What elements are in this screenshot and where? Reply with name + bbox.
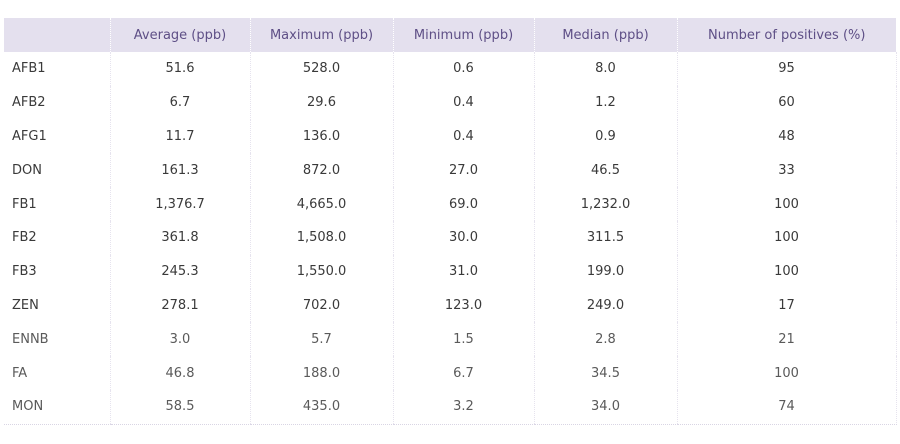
- table-row: AFB1 51.6 528.0 0.6 8.0 95: [4, 52, 897, 86]
- maximum-cell: 4,665.0: [249, 187, 393, 221]
- minimum-cell: 27.0: [392, 153, 534, 188]
- positives-cell: 100: [676, 254, 897, 289]
- row-label: ZEN: [12, 297, 39, 313]
- row-label: FB1: [12, 196, 37, 212]
- minimum-cell: 0.6: [392, 52, 534, 86]
- average-cell: 11.7: [109, 119, 250, 154]
- average-cell: 361.8: [109, 220, 250, 255]
- minimum-cell: 0.4: [392, 119, 534, 154]
- median-cell: 311.5: [533, 220, 677, 255]
- header-row: Average (ppb) Maximum (ppb) Minimum (ppb…: [4, 18, 896, 52]
- minimum-cell: 3.2: [392, 389, 534, 425]
- median-cell: 249.0: [533, 288, 677, 323]
- mycotoxin-table: Average (ppb) Maximum (ppb) Minimum (ppb…: [4, 18, 897, 425]
- minimum-cell: 1.5: [392, 322, 534, 357]
- row-label: ENNB: [12, 331, 49, 347]
- median-cell: 34.5: [533, 356, 677, 390]
- minimum-cell: 30.0: [392, 220, 534, 255]
- median-cell: 34.0: [533, 389, 677, 425]
- positives-cell: 21: [676, 322, 897, 357]
- header-minimum: Minimum (ppb): [392, 18, 534, 52]
- table-row: FB1 1,376.7 4,665.0 69.0 1,232.0 100: [4, 187, 897, 221]
- row-label: FB2: [12, 230, 37, 246]
- maximum-cell: 1,508.0: [249, 220, 393, 255]
- header-positives: Number of positives (%): [676, 18, 896, 52]
- average-cell: 3.0: [109, 322, 250, 357]
- minimum-cell: 31.0: [392, 254, 534, 289]
- positives-cell: 100: [676, 220, 897, 255]
- median-cell: 199.0: [533, 254, 677, 289]
- average-cell: 245.3: [109, 254, 250, 289]
- header-average: Average (ppb): [109, 18, 250, 52]
- minimum-cell: 123.0: [392, 288, 534, 323]
- maximum-cell: 29.6: [249, 85, 393, 120]
- median-cell: 0.9: [533, 119, 677, 154]
- maximum-cell: 5.7: [249, 322, 393, 357]
- row-label: AFB1: [12, 61, 46, 77]
- maximum-cell: 528.0: [249, 52, 393, 86]
- table-row: ZEN 278.1 702.0 123.0 249.0 17: [4, 288, 897, 323]
- minimum-cell: 69.0: [392, 187, 534, 221]
- header-median: Median (ppb): [533, 18, 677, 52]
- average-cell: 1,376.7: [109, 187, 250, 221]
- positives-cell: 100: [676, 356, 897, 390]
- minimum-cell: 0.4: [392, 85, 534, 120]
- positives-cell: 33: [676, 153, 897, 188]
- maximum-cell: 702.0: [249, 288, 393, 323]
- row-label: FB3: [12, 264, 37, 280]
- table-row: AFB2 6.7 29.6 0.4 1.2 60: [4, 85, 897, 120]
- row-label: FA: [12, 365, 28, 381]
- table-row: ENNB 3.0 5.7 1.5 2.8 21: [4, 322, 897, 357]
- row-label: AFG1: [12, 128, 47, 144]
- row-label: AFB2: [12, 95, 46, 111]
- median-cell: 46.5: [533, 153, 677, 188]
- maximum-cell: 1,550.0: [249, 254, 393, 289]
- table-row: FB2 361.8 1,508.0 30.0 311.5 100: [4, 220, 897, 255]
- positives-cell: 48: [676, 119, 897, 154]
- maximum-cell: 136.0: [249, 119, 393, 154]
- average-cell: 51.6: [109, 52, 250, 86]
- table-row: FA 46.8 188.0 6.7 34.5 100: [4, 356, 897, 390]
- positives-cell: 74: [676, 389, 897, 425]
- positives-cell: 95: [676, 52, 897, 86]
- maximum-cell: 872.0: [249, 153, 393, 188]
- maximum-cell: 188.0: [249, 356, 393, 390]
- median-cell: 2.8: [533, 322, 677, 357]
- average-cell: 278.1: [109, 288, 250, 323]
- row-label: DON: [12, 162, 42, 178]
- positives-cell: 17: [676, 288, 897, 323]
- average-cell: 46.8: [109, 356, 250, 390]
- positives-cell: 100: [676, 187, 897, 221]
- table-row: DON 161.3 872.0 27.0 46.5 33: [4, 153, 897, 188]
- table-row: AFG1 11.7 136.0 0.4 0.9 48: [4, 119, 897, 154]
- table-row: MON 58.5 435.0 3.2 34.0 74: [4, 389, 897, 425]
- table-row: FB3 245.3 1,550.0 31.0 199.0 100: [4, 254, 897, 289]
- maximum-cell: 435.0: [249, 389, 393, 425]
- median-cell: 8.0: [533, 52, 677, 86]
- average-cell: 58.5: [109, 389, 250, 425]
- median-cell: 1,232.0: [533, 187, 677, 221]
- average-cell: 161.3: [109, 153, 250, 188]
- positives-cell: 60: [676, 85, 897, 120]
- header-maximum: Maximum (ppb): [249, 18, 393, 52]
- average-cell: 6.7: [109, 85, 250, 120]
- median-cell: 1.2: [533, 85, 677, 120]
- header-cell-blank: [4, 18, 110, 52]
- row-label: MON: [4, 389, 110, 425]
- minimum-cell: 6.7: [392, 356, 534, 390]
